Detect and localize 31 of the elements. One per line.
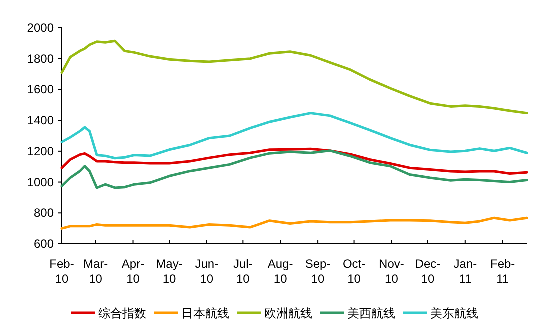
line-series	[60, 216, 528, 230]
y-tick-label: 1000	[27, 175, 54, 190]
legend-label: 美东航线	[430, 306, 478, 320]
x-tick-label: Oct-10	[342, 257, 366, 286]
line-series	[60, 150, 528, 190]
y-tick-label: 1800	[27, 52, 54, 66]
line-series	[60, 112, 528, 160]
line-series	[60, 40, 528, 115]
x-tick-label: Jan-11	[454, 257, 478, 286]
y-tick-label: 600	[34, 237, 54, 251]
x-tick-label: Aug-10	[268, 257, 294, 286]
x-tick-label: Jun-10	[195, 257, 219, 286]
x-tick-label: Jul-10	[233, 257, 253, 286]
x-tick-label: Sep-10	[305, 257, 331, 286]
y-tick-label: 1200	[27, 144, 54, 158]
x-tick-label: Feb-11	[490, 257, 516, 286]
legend-label: 日本航线	[182, 306, 230, 320]
y-tick-label: 1400	[27, 114, 54, 128]
x-tick-label: Nov-10	[379, 257, 404, 286]
y-tick-label: 800	[34, 206, 54, 220]
x-tick-label: Mar-10	[83, 257, 108, 286]
legend-label: 欧洲航线	[264, 306, 312, 320]
line-series	[60, 148, 528, 176]
legend-label: 综合指数	[98, 306, 146, 320]
x-tick-label: Dec-10	[415, 257, 441, 286]
y-tick-label: 1600	[27, 82, 54, 97]
legend-label: 美西航线	[348, 306, 396, 320]
y-tick-label: 2000	[27, 21, 54, 35]
x-tick-label: Feb-10	[50, 257, 74, 286]
x-tick-label: Apr-10	[122, 257, 145, 286]
x-tick-label: May-10	[156, 257, 183, 286]
